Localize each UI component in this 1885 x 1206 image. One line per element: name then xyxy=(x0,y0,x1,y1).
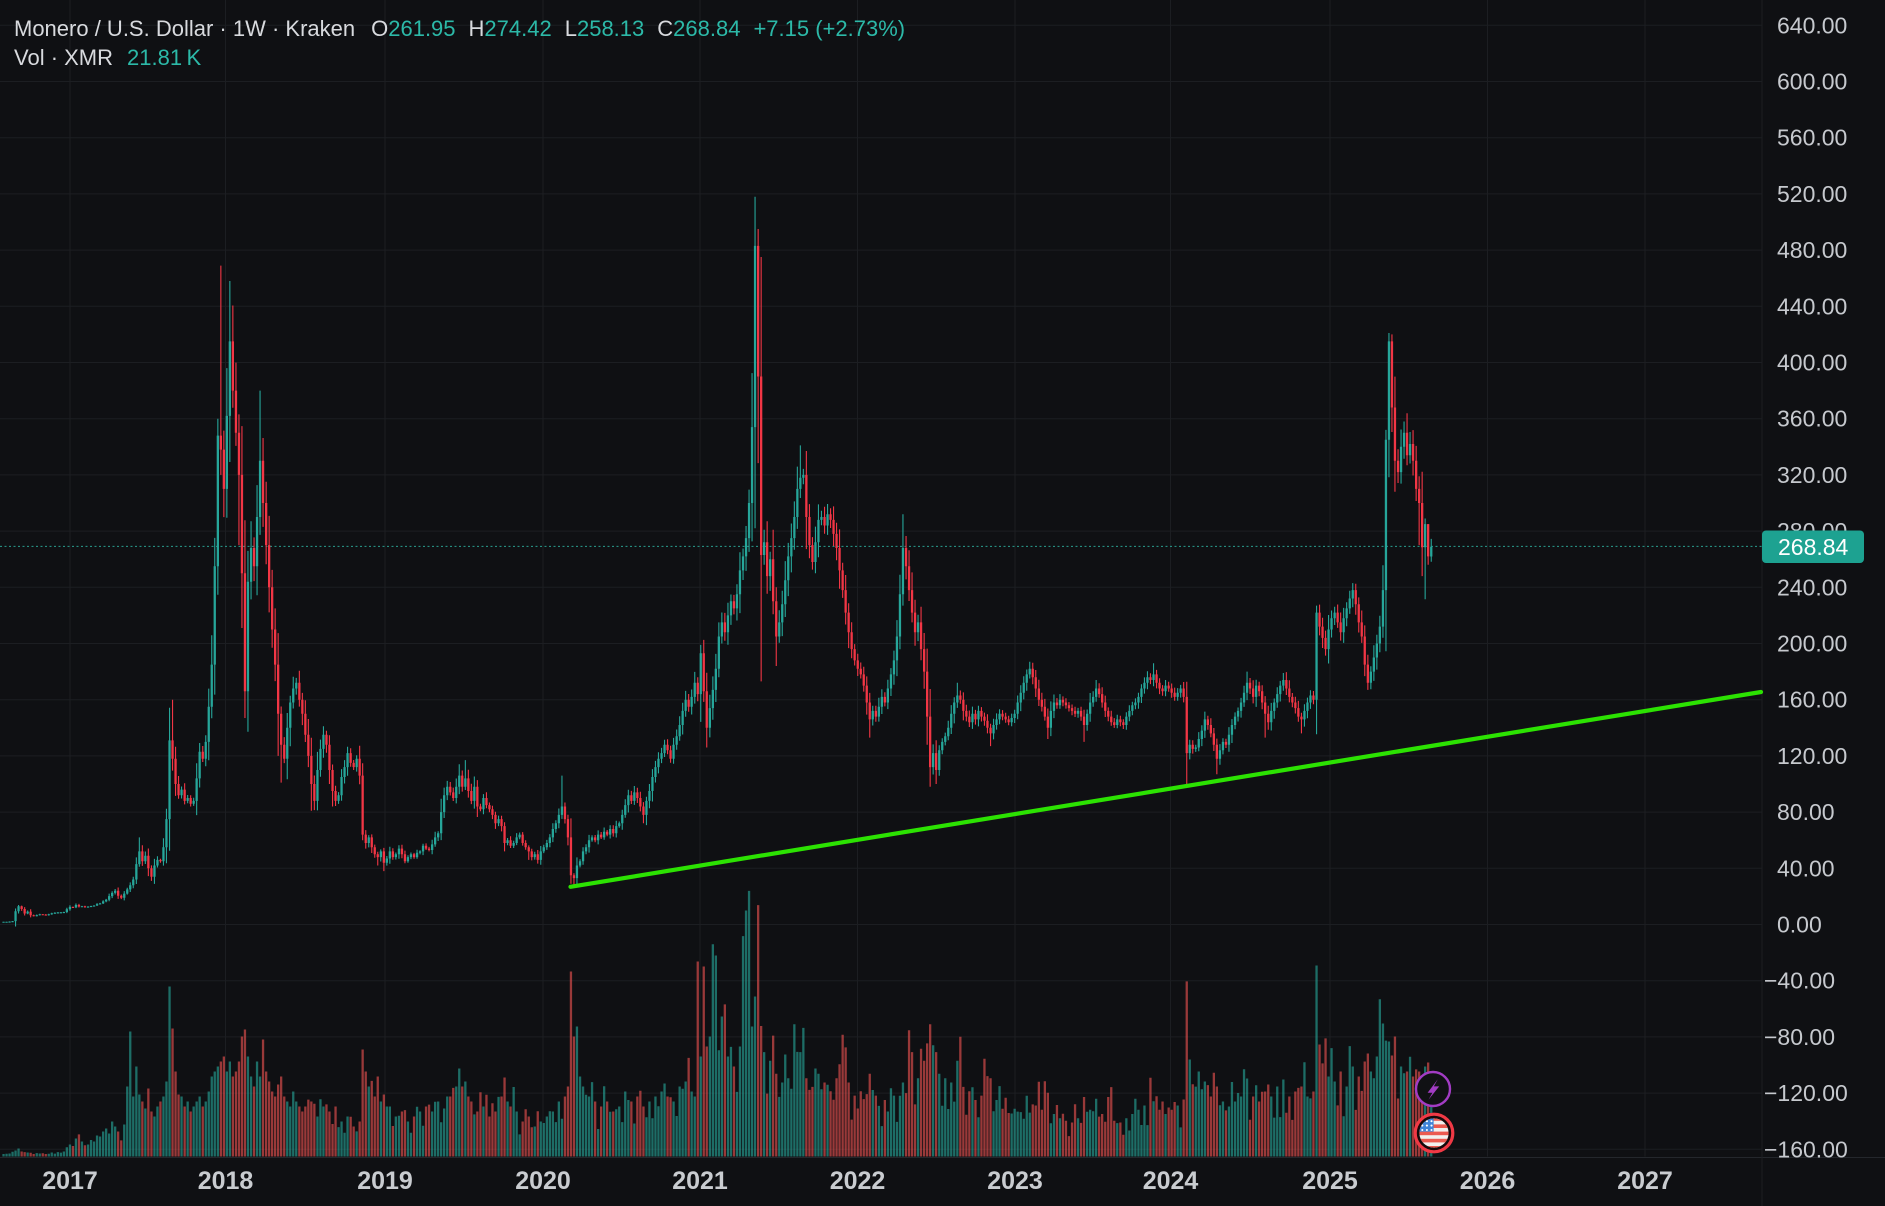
svg-text:−40.00: −40.00 xyxy=(1764,968,1835,994)
svg-text:360.00: 360.00 xyxy=(1777,406,1847,432)
svg-text:2021: 2021 xyxy=(672,1167,728,1195)
svg-text:200.00: 200.00 xyxy=(1777,631,1847,657)
svg-text:400.00: 400.00 xyxy=(1777,350,1847,376)
svg-text:2019: 2019 xyxy=(357,1167,413,1195)
svg-text:2026: 2026 xyxy=(1460,1167,1516,1195)
svg-text:320.00: 320.00 xyxy=(1777,462,1847,488)
svg-text:520.00: 520.00 xyxy=(1777,181,1847,207)
svg-text:2027: 2027 xyxy=(1617,1167,1673,1195)
svg-text:440.00: 440.00 xyxy=(1777,293,1847,319)
svg-text:480.00: 480.00 xyxy=(1777,237,1847,263)
svg-text:−80.00: −80.00 xyxy=(1764,1024,1835,1050)
svg-text:2025: 2025 xyxy=(1302,1167,1358,1195)
svg-text:80.00: 80.00 xyxy=(1777,799,1835,825)
svg-text:600.00: 600.00 xyxy=(1777,69,1847,95)
svg-text:40.00: 40.00 xyxy=(1777,855,1835,881)
svg-text:560.00: 560.00 xyxy=(1777,125,1847,151)
svg-text:2024: 2024 xyxy=(1143,1167,1199,1195)
svg-text:−160.00: −160.00 xyxy=(1764,1136,1848,1162)
svg-text:2023: 2023 xyxy=(987,1167,1043,1195)
svg-text:160.00: 160.00 xyxy=(1777,687,1847,713)
svg-text:640.00: 640.00 xyxy=(1777,12,1847,38)
svg-text:120.00: 120.00 xyxy=(1777,743,1847,769)
svg-text:268.84: 268.84 xyxy=(1778,534,1849,560)
svg-text:−120.00: −120.00 xyxy=(1764,1080,1848,1106)
svg-text:2017: 2017 xyxy=(42,1167,98,1195)
svg-text:2022: 2022 xyxy=(830,1167,886,1195)
svg-text:2018: 2018 xyxy=(198,1167,254,1195)
svg-text:240.00: 240.00 xyxy=(1777,574,1847,600)
svg-text:2020: 2020 xyxy=(515,1167,571,1195)
svg-text:0.00: 0.00 xyxy=(1777,912,1822,938)
